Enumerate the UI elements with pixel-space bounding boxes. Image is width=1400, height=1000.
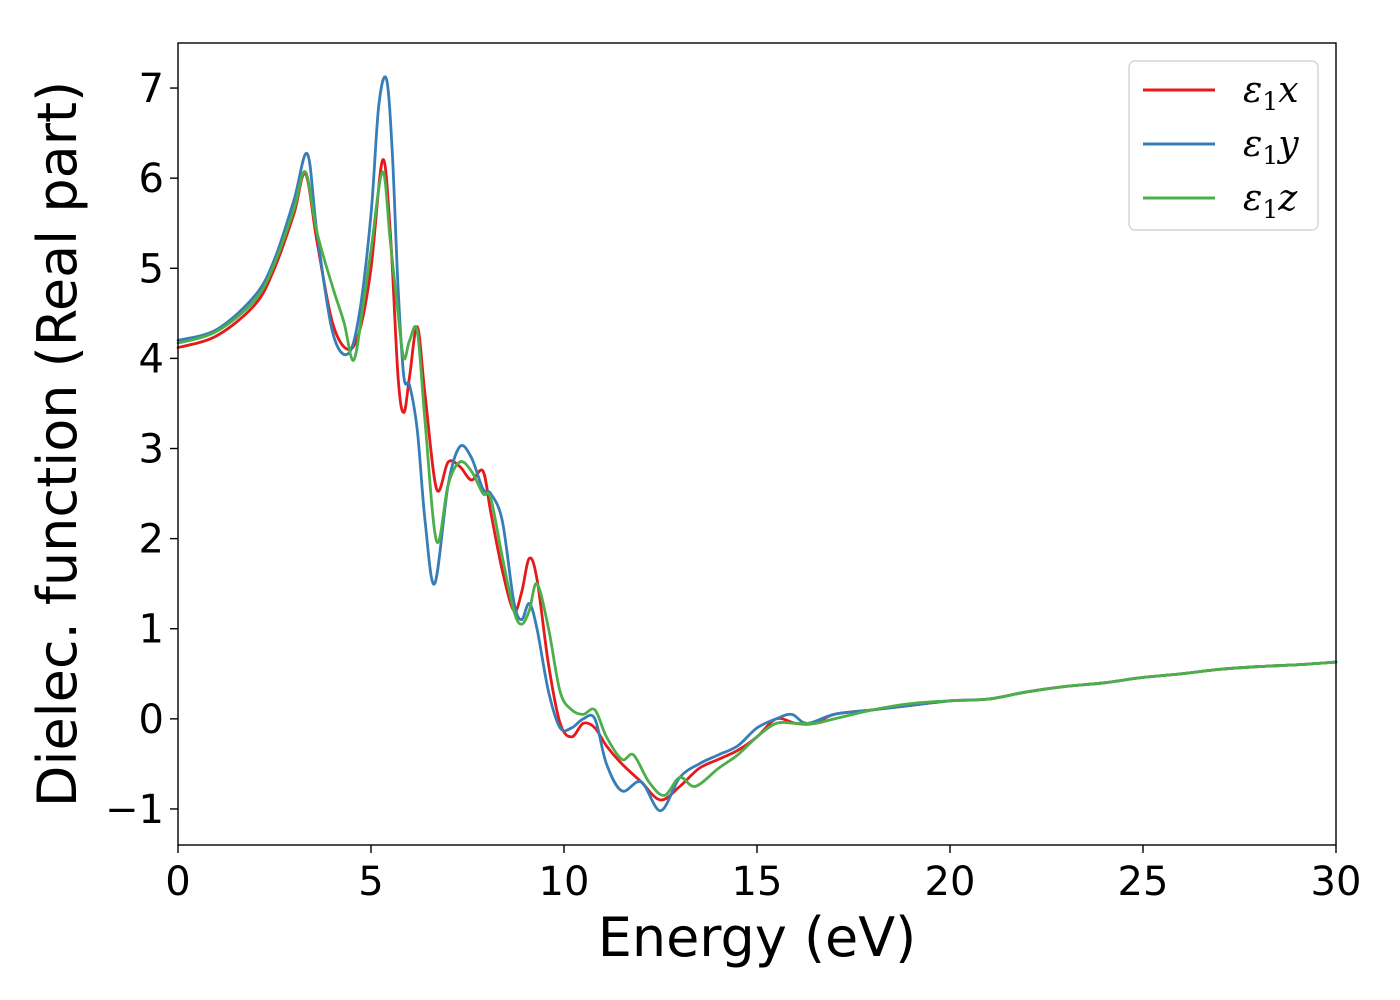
y-tick-label: 7 [139, 66, 164, 112]
y-tick-label: 0 [139, 697, 164, 743]
y-axis-ticks: −1 0 1 2 3 4 5 6 7 [105, 66, 178, 833]
y-tick-label: −1 [105, 787, 164, 833]
x-axis-label: Energy (eV) [598, 906, 917, 969]
y-tick-label: 1 [139, 607, 164, 653]
series-lines [176, 75, 1338, 813]
legend-label-x: ε1x [1243, 70, 1299, 116]
y-tick-label: 4 [139, 336, 164, 382]
series-line-z [176, 170, 1338, 797]
x-tick-label: 25 [1118, 859, 1169, 905]
x-tick-label: 5 [358, 859, 383, 905]
legend: ε1x ε1y ε1z [1128, 60, 1319, 231]
x-axis-ticks: 0 5 10 15 20 25 30 [165, 845, 1361, 905]
y-axis-label: Dielec. function (Real part) [26, 81, 89, 807]
y-tick-label: 3 [139, 427, 164, 473]
y-tick-label: 2 [139, 517, 164, 563]
x-tick-label: 15 [732, 859, 783, 905]
x-tick-label: 10 [539, 859, 590, 905]
y-tick-label: 5 [139, 246, 164, 292]
x-tick-label: 0 [165, 859, 190, 905]
legend-label-y: ε1y [1243, 124, 1299, 170]
legend-label-z: ε1z [1243, 178, 1298, 224]
y-tick-label: 6 [139, 156, 164, 202]
legend-box [1128, 60, 1319, 231]
x-tick-label: 30 [1311, 859, 1362, 905]
x-tick-label: 20 [925, 859, 976, 905]
